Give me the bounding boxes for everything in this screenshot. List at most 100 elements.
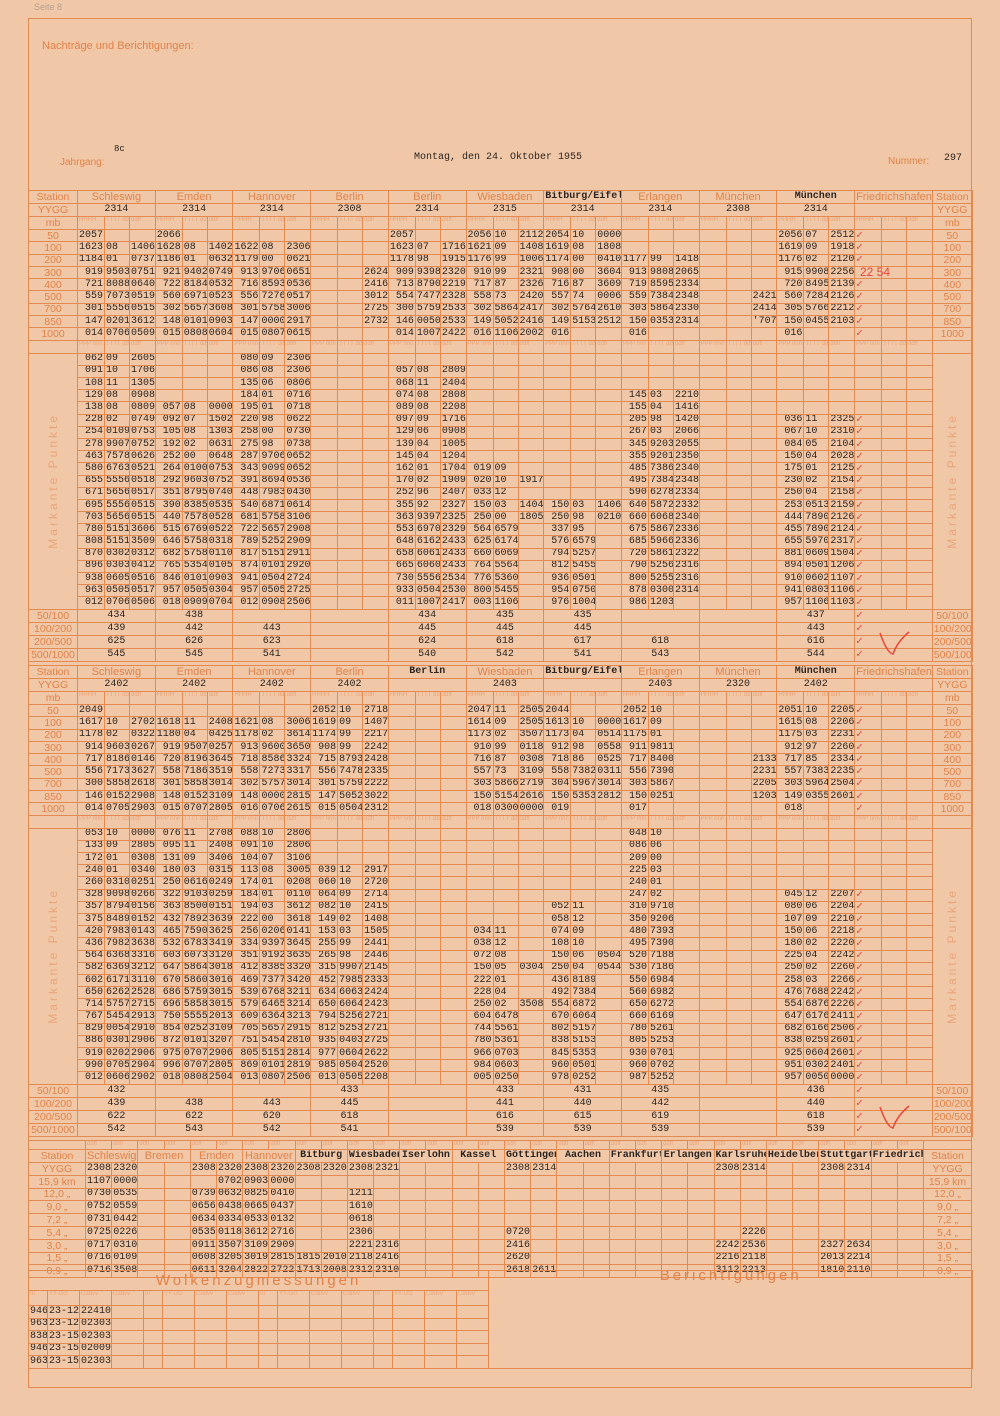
data-cell [698,961,727,975]
data-cell: 357 [77,900,105,914]
data-cell [608,1162,636,1176]
data-cell [765,1251,794,1266]
data-cell: 3507 [517,728,545,742]
data-cell [698,740,727,755]
data-cell: 0632 [215,1187,244,1202]
data-cell: 0403 [337,1034,364,1049]
data-cell: 250 [154,876,183,890]
data-cell: 2057 [77,228,105,243]
data-cell [750,1047,778,1061]
data-cell [309,1342,342,1356]
data-cell [854,864,883,878]
data-cell [750,401,778,415]
pressure-level: 100 [28,716,78,730]
data-cell [608,1200,636,1215]
column-subheader: ddff [111,1140,139,1150]
station-label: Station [28,1149,86,1163]
data-cell [881,753,908,767]
data-cell: ✓ [854,740,883,755]
data-cell: 1179 [232,253,261,267]
station-name: Erlangen [620,665,700,679]
column-subheader: ddff [896,1140,925,1150]
data-cell: 2530 [439,584,467,598]
data-cell: 08 [104,389,130,403]
data-cell [672,740,700,755]
data-cell: 172 [77,852,105,866]
thickness-value: 540 [387,648,467,663]
data-cell [881,352,908,366]
thickness-value [310,608,389,623]
markante-row: 829 0054 2910 854 0252 3109 705 5657 2915 812 5253… [29,1022,973,1036]
thickness-value: 435 [543,608,622,623]
yygg-label: YYGG [28,678,78,692]
data-cell: 0310 [111,1238,139,1253]
data-cell: 5556 [104,302,130,317]
data-cell: 2206 [828,716,856,730]
data-cell [543,413,572,427]
data-cell: 914 [77,740,105,755]
data-cell [154,377,183,391]
station-name: Berlin [387,190,467,204]
data-cell: 646 [154,535,183,549]
data-cell: 01 [259,888,286,902]
data-cell [881,827,908,841]
data-cell: 3638 [129,937,156,951]
data-cell: 5966 [647,535,674,549]
data-cell: 2805 [129,839,156,854]
data-cell [595,876,622,890]
data-cell [163,1187,191,1202]
column-subheader: Cddvv [79,1290,112,1306]
data-cell: 716 [543,278,572,292]
column-subheader: ddff [661,1140,689,1150]
data-cell: 1815 [294,1251,322,1266]
column-subheader: ddff [765,1140,794,1150]
data-cell [337,437,364,452]
data-cell: 6368 [104,949,130,963]
data-cell [725,523,752,537]
pressure-level: 50 [931,703,973,718]
data-cell [477,1162,506,1176]
data-cell [595,474,622,488]
data-cell [387,716,416,730]
column-subheader: PPP nnn [77,814,105,829]
data-cell [881,278,908,292]
data-cell [595,389,622,403]
data-cell: 252 [387,486,416,500]
data-cell [310,523,339,537]
data-cell: 03 [570,498,597,513]
data-cell: 2719 [517,777,545,792]
column-subheader: ddff [362,339,389,354]
data-cell [698,703,727,718]
data-cell [517,364,545,379]
data-cell: 1618 [154,716,183,730]
level-row: 700 301 5556 0515 302 5657 3608 301 5758 3006 2725… [28,302,973,317]
yygg-value: 2314 [232,203,312,217]
pressure-level: 300 [931,740,973,755]
data-cell: 247 [620,888,649,902]
station-label: Station [28,665,78,679]
data-cell: 02303 [79,1317,112,1331]
pressure-level: 1000 [931,802,973,816]
data-cell: 2716 [268,1225,296,1240]
data-cell: ✓ [854,1010,883,1024]
data-cell: 250 [465,998,494,1012]
data-cell [517,572,545,586]
data-cell: 7073 [104,290,130,304]
markante-row: 602 6171 3110 670 5860 3016 469 7377 3420 452 7985… [29,973,973,988]
altitude-label: YYGG [28,1162,86,1176]
data-cell: 09 [803,241,830,255]
data-cell: 00 [647,852,674,866]
yygg-value: 2314 [154,203,234,217]
data-cell [362,547,389,561]
data-cell: 448 [232,486,261,500]
column-subheader: PPP nnn [776,814,805,829]
data-cell: 465 [154,925,183,939]
data-cell [414,740,441,755]
data-cell [739,1187,767,1202]
data-cell [881,1022,908,1036]
data-cell [477,1238,506,1253]
data-cell: 08 [414,401,441,415]
data-cell: 0442 [111,1213,139,1227]
data-cell [425,1174,453,1189]
data-cell [906,241,933,255]
